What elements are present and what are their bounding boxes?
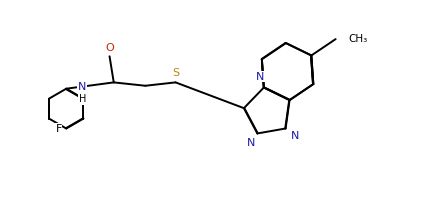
Text: N: N	[78, 82, 86, 92]
Text: CH₃: CH₃	[347, 34, 367, 44]
Text: H: H	[78, 94, 86, 104]
Text: O: O	[105, 43, 114, 53]
Text: N: N	[246, 138, 255, 148]
Text: N: N	[290, 131, 298, 141]
Text: F: F	[55, 124, 62, 134]
Text: N: N	[256, 72, 264, 82]
Text: S: S	[172, 68, 179, 78]
